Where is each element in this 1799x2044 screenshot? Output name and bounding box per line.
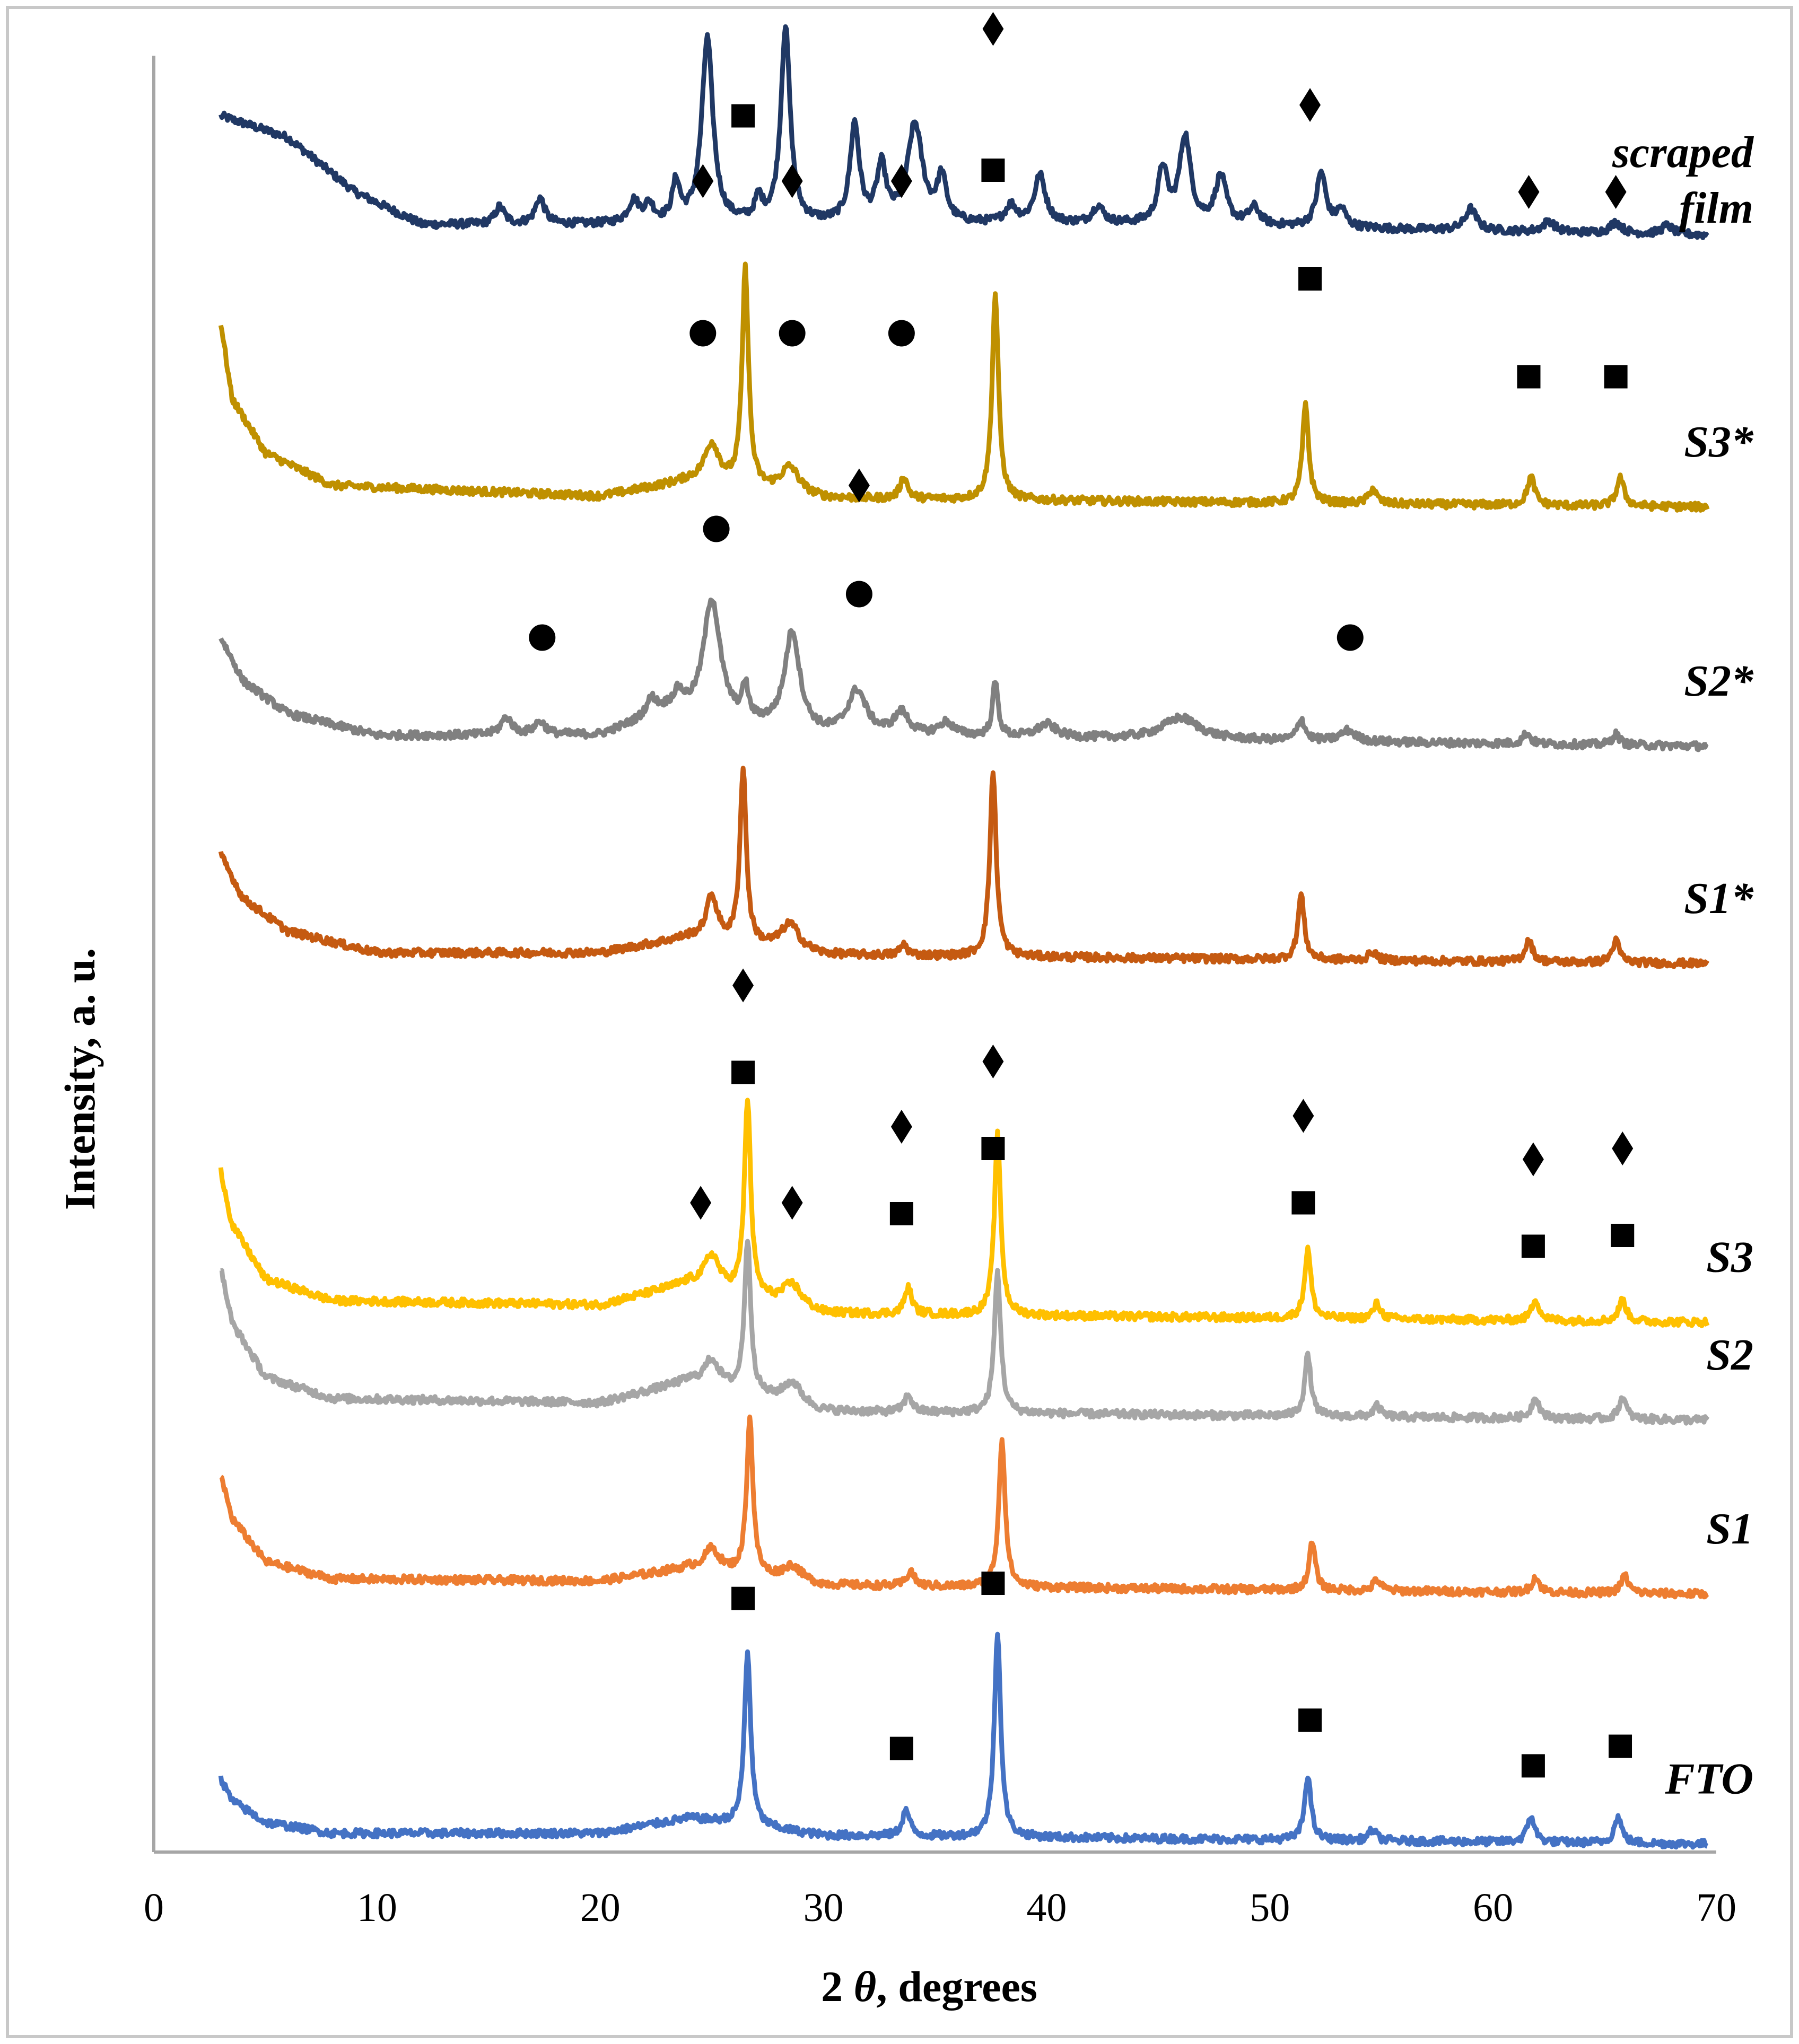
phase-marker-circle [703, 515, 730, 542]
phase-marker-square [1521, 1754, 1545, 1778]
y-axis-title: Intensity, a. u. [56, 948, 104, 1210]
x-tick-label: 30 [804, 1885, 844, 1930]
phase-marker-square [1298, 267, 1322, 291]
x-axis-title: 2 θ, degrees [821, 1962, 1037, 2011]
phase-marker-diamond [732, 968, 754, 1003]
phase-marker-square [889, 1736, 913, 1760]
phase-marker-square [1604, 365, 1628, 389]
phase-marker-circle [529, 624, 556, 651]
phase-marker-diamond [692, 164, 714, 198]
phase-marker-diamond [982, 1045, 1004, 1078]
series-label: scraped [1612, 128, 1754, 177]
phase-marker-square [1521, 1234, 1545, 1258]
phase-marker-diamond [1522, 1142, 1544, 1177]
phase-marker-square [1298, 1708, 1322, 1732]
series-label: S2 [1706, 1330, 1753, 1380]
series-label: S1* [1684, 874, 1754, 923]
series-label: S3 [1706, 1233, 1753, 1282]
phase-marker-diamond [1612, 1131, 1634, 1165]
phase-marker-diamond [1299, 88, 1321, 122]
x-tick-label: 10 [357, 1885, 397, 1930]
series-line-s2 [219, 1239, 1710, 1426]
phase-marker-diamond [690, 1186, 712, 1220]
series-line-s3 [218, 1098, 1710, 1329]
series-label: S2* [1684, 656, 1754, 706]
phase-marker-circle [888, 320, 915, 347]
phase-marker-square [981, 1572, 1005, 1595]
series-line-s1 [219, 1414, 1709, 1600]
series-line-fto [218, 1631, 1709, 1850]
phase-marker-diamond [781, 1186, 803, 1220]
phase-marker-diamond [781, 164, 803, 198]
x-tick-label: 50 [1250, 1885, 1290, 1930]
x-tick-label: 60 [1473, 1885, 1513, 1930]
phase-marker-square [731, 1060, 755, 1084]
phase-marker-diamond [1605, 175, 1627, 209]
series-line-scraped-film [219, 24, 1709, 240]
phase-marker-square [1611, 1224, 1635, 1247]
phase-marker-circle [1337, 624, 1364, 651]
phase-marker-square [981, 1137, 1005, 1160]
phase-marker-square [1291, 1191, 1315, 1215]
phase-marker-square [889, 1202, 913, 1225]
plot-area: 0 10 20 30 40 50 60 70 scraped film S3* S2* S1* S3 S2 S… [144, 12, 1754, 1930]
x-tick-label: 40 [1026, 1885, 1067, 1930]
x-tick-label: 70 [1696, 1885, 1736, 1930]
series-label: film [1679, 183, 1753, 233]
phase-marker-diamond [890, 164, 912, 198]
phase-marker-diamond [848, 468, 870, 503]
x-tick-label: 20 [580, 1885, 621, 1930]
phase-marker-circle [689, 320, 717, 347]
phase-marker-circle [779, 320, 806, 347]
series-line-s3- [218, 261, 1710, 513]
phase-marker-square [731, 104, 755, 128]
phase-marker-diamond [982, 12, 1004, 46]
phase-marker-diamond [890, 1110, 912, 1144]
series-label: FTO [1665, 1754, 1753, 1804]
phase-marker-square [731, 1586, 755, 1610]
phase-marker-diamond [1518, 175, 1540, 209]
phase-marker-square [981, 159, 1005, 182]
series-label: S1 [1706, 1504, 1753, 1554]
phase-marker-diamond [1293, 1099, 1314, 1133]
x-tick-label: 0 [144, 1885, 164, 1930]
phase-marker-square [1517, 365, 1541, 389]
series-line-s2- [219, 598, 1709, 752]
series-label: S3* [1684, 417, 1754, 467]
phase-marker-square [1609, 1734, 1632, 1758]
series-line-s1- [218, 766, 1709, 969]
phase-marker-circle [845, 581, 872, 608]
figure-border [6, 6, 1793, 2038]
